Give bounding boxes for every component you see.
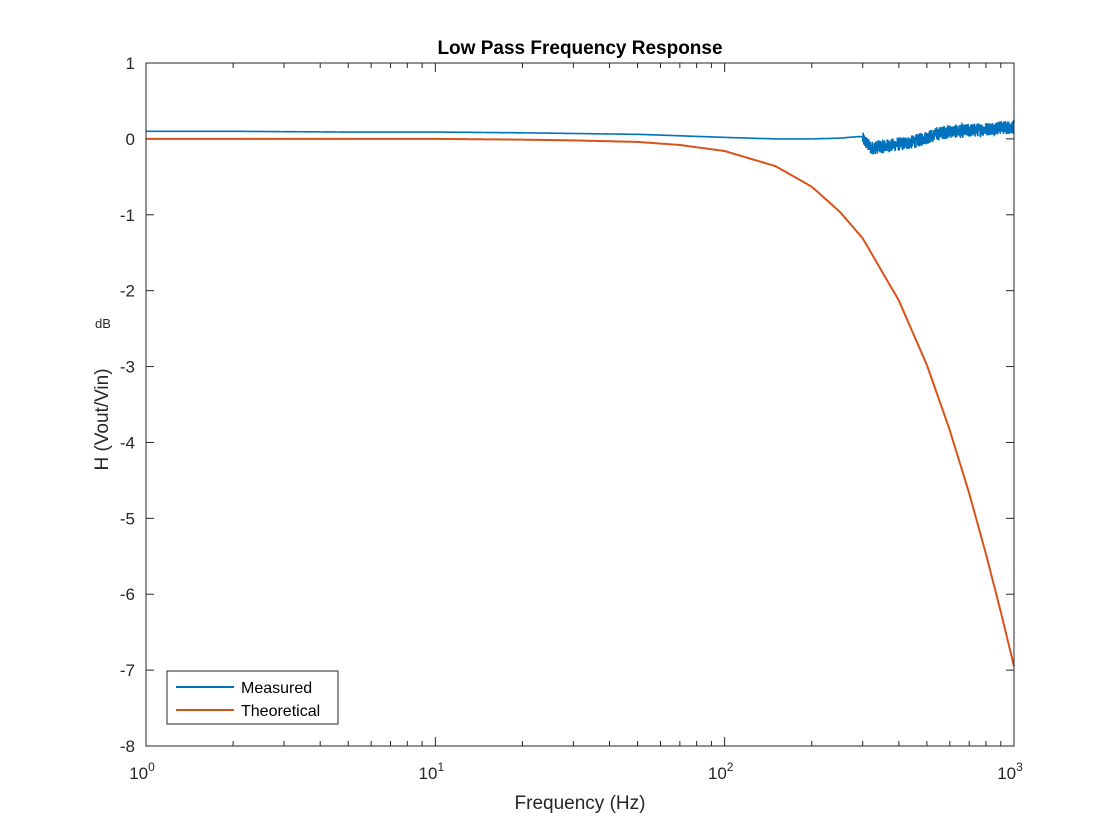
x-tick-label: 101 (419, 760, 445, 783)
x-tick-base: 10 (708, 764, 727, 783)
series-line-measured (146, 119, 1015, 155)
series-lines (146, 119, 1015, 667)
y-tick-label: -5 (120, 509, 135, 528)
x-axis-label: Frequency (Hz) (515, 793, 646, 814)
y-tick-label: -4 (120, 433, 135, 452)
legend-box (166, 670, 339, 725)
y-tick-label: 1 (126, 54, 135, 73)
chart-title: Low Pass Frequency Response (437, 38, 722, 59)
y-tick-label: -2 (120, 282, 135, 301)
x-tick-exponent: 2 (727, 760, 734, 774)
y-tick-label: -1 (120, 206, 135, 225)
legend-label-theoretical: Theoretical (241, 703, 320, 720)
y-tick-label: -6 (120, 585, 135, 604)
y-tick-label: -7 (120, 661, 135, 680)
series-line-theoretical (146, 137, 1015, 667)
y-tick-label: 0 (126, 130, 135, 149)
x-tick-label: 103 (997, 760, 1023, 783)
legend: Measured Theoretical (166, 670, 339, 725)
legend-label-measured: Measured (241, 680, 312, 697)
x-tick-base: 10 (129, 764, 148, 783)
plot-area-frame (145, 62, 1015, 747)
y-tick-label: -3 (120, 358, 135, 377)
y-axis-label: H (Vout/Vin) (92, 368, 113, 470)
y-tick-label: -8 (120, 737, 135, 756)
x-tick-exponent: 3 (1016, 760, 1023, 774)
x-tick-exponent: 0 (148, 760, 155, 774)
x-tick-label: 102 (708, 760, 734, 783)
x-tick-exponent: 1 (437, 760, 444, 774)
y-axis-unit-label: dB (95, 316, 111, 331)
x-tick-base: 10 (419, 764, 438, 783)
x-tick-base: 10 (997, 764, 1016, 783)
x-tick-label: 100 (129, 760, 155, 783)
